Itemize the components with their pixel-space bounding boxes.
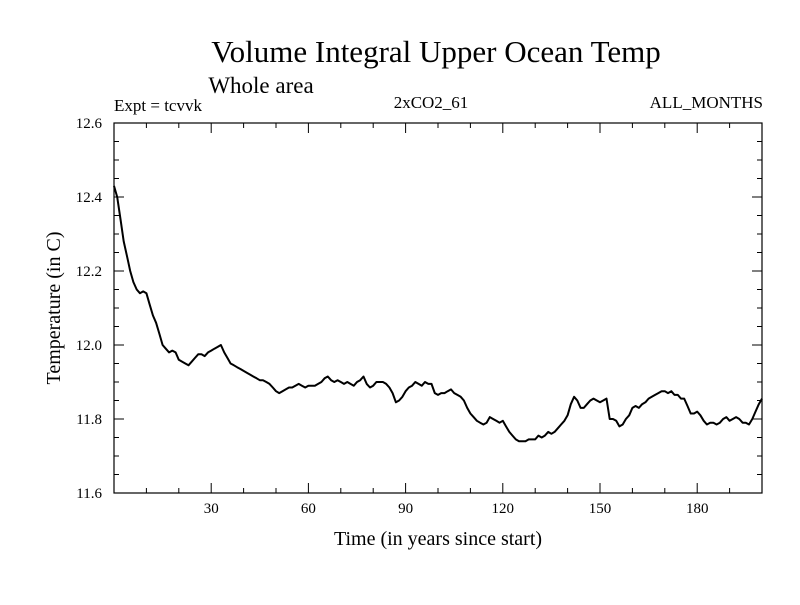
x-tick-label: 180 xyxy=(686,501,709,517)
x-tick-label: 120 xyxy=(492,501,515,517)
chart-subtitle: Whole area xyxy=(208,73,313,98)
experiment-label: Expt = tcvvk xyxy=(114,96,202,115)
y-tick-label: 12.4 xyxy=(76,190,103,206)
chart-title: Volume Integral Upper Ocean Temp xyxy=(211,34,661,69)
y-tick-label: 11.8 xyxy=(76,412,102,428)
x-tick-label: 90 xyxy=(398,501,413,517)
y-axis-label: Temperature (in C) xyxy=(43,232,65,385)
tick-labels: 30 60 90 120 150 180 11.6 11.8 12.0 12.2 12.4 12.6 xyxy=(76,116,709,517)
plot-frame xyxy=(113,122,763,494)
y-tick-label: 12.0 xyxy=(76,338,102,354)
y-tick-label: 11.6 xyxy=(76,486,102,502)
x-tick-label: 60 xyxy=(301,501,316,517)
run-label: 2xCO2_61 xyxy=(394,93,469,112)
x-axis-label: Time (in years since start) xyxy=(334,528,542,550)
x-tick-label: 150 xyxy=(589,501,612,517)
axis-ticks xyxy=(114,123,762,493)
months-label: ALL_MONTHS xyxy=(650,93,763,112)
y-tick-label: 12.6 xyxy=(76,116,103,132)
x-tick-label: 30 xyxy=(204,501,219,517)
series-line xyxy=(113,185,763,443)
y-tick-label: 12.2 xyxy=(76,264,102,280)
